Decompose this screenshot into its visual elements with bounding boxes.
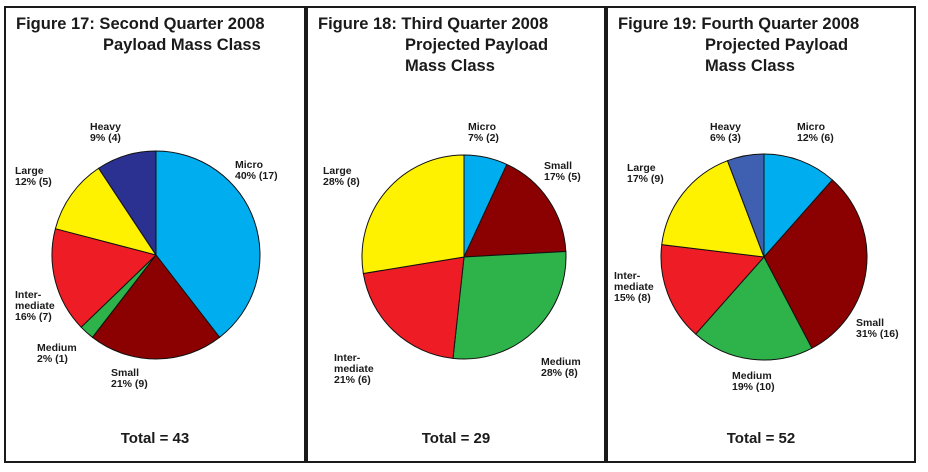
pie-slice-large xyxy=(54,167,157,256)
pie-slice-heavy xyxy=(726,153,765,258)
slice-label-line: Large xyxy=(323,165,352,177)
slice-label-line: Inter- xyxy=(15,289,42,301)
slice-label-small: Small 21% (9) xyxy=(111,367,148,390)
slice-label-line: Medium xyxy=(541,356,581,368)
slice-label-medium: Medium 28% (8) xyxy=(541,356,581,379)
figure-title-line-2: Payload Mass Class xyxy=(103,36,261,54)
pie-slice-large xyxy=(361,154,465,274)
pie-slice-large xyxy=(661,160,765,258)
pie-chart-q2: Micro 40% (17) Small 21% (9) Medium 2% (1) Int… xyxy=(15,121,278,390)
slice-label-line: Small xyxy=(111,367,139,379)
total-label: Total = 29 xyxy=(421,430,491,447)
total-label: Total = 52 xyxy=(726,430,796,447)
pie-slice-small xyxy=(463,163,567,258)
slice-label-large: Large 17% (9) xyxy=(627,162,664,185)
pie-slice-medium xyxy=(452,250,567,360)
figure-title-line-1: Figure 18: Third Quarter 2008 xyxy=(318,15,549,33)
figure-panel-q4: Figure 19: Fourth Quarter 2008 Projected… xyxy=(606,6,916,463)
slice-label-line: 28% (8) xyxy=(323,176,360,188)
figure-title: Figure 17: Second Quarter 2008 Payload M… xyxy=(16,14,265,56)
figure-title-line-1: Figure 17: Second Quarter 2008 xyxy=(16,15,265,33)
slice-label-medium: Medium 19% (10) xyxy=(732,370,775,393)
slice-label-line: Micro xyxy=(235,159,263,171)
slice-label-micro: Micro 12% (6) xyxy=(797,121,834,144)
slice-label-line: Inter- xyxy=(334,352,361,364)
slice-label-line: mediate xyxy=(15,300,55,312)
slice-label-line: Small xyxy=(544,160,572,172)
pie-slice-intermediate xyxy=(362,256,465,359)
slice-label-line: Heavy xyxy=(90,121,121,133)
slice-label-line: Large xyxy=(627,162,656,174)
slice-label-line: mediate xyxy=(614,281,654,293)
slice-label-micro: Micro 7% (2) xyxy=(468,121,499,144)
slice-label-line: Medium xyxy=(732,370,772,382)
figure-title-line-1: Figure 19: Fourth Quarter 2008 xyxy=(618,15,860,33)
slice-label-small: Small 31% (16) xyxy=(856,317,899,340)
figure-title: Figure 18: Third Quarter 2008 Projected … xyxy=(318,14,548,77)
slice-label-line: 6% (3) xyxy=(710,132,741,144)
figure-title: Figure 19: Fourth Quarter 2008 Projected… xyxy=(618,14,859,77)
slice-label-line: 15% (8) xyxy=(614,292,651,304)
slice-label-heavy: Heavy 9% (4) xyxy=(90,121,121,144)
slice-label-line: 12% (6) xyxy=(797,132,834,144)
slice-label-line: 17% (9) xyxy=(627,173,664,185)
pie-chart-q4: Micro 12% (6) Small 31% (16) Medium 19% (10) I… xyxy=(614,121,899,393)
slice-label-line: 21% (6) xyxy=(334,374,371,386)
slice-label-line: 7% (2) xyxy=(468,132,499,144)
slice-label-heavy: Heavy 6% (3) xyxy=(710,121,741,144)
slice-label-line: Inter- xyxy=(614,270,641,282)
pie-slice-medium xyxy=(695,256,813,361)
pie-slice-micro xyxy=(763,153,833,258)
slice-label-line: Medium xyxy=(37,342,77,354)
pie-chart-q3: Micro 7% (2)Small 17% (5)Medium 28% (8)Inte… xyxy=(323,121,581,386)
slice-label-line: Large xyxy=(15,165,44,177)
slice-label-large: Large 28% (8) xyxy=(323,165,360,188)
figure-title-line-3: Mass Class xyxy=(405,57,495,75)
slice-label-intermediate: Inter-mediate 16% (7) xyxy=(15,289,55,323)
slice-label-intermediate: Inter-mediate 15% (8) xyxy=(614,270,654,304)
slice-label-line: 31% (16) xyxy=(856,328,899,340)
slice-label-line: 9% (4) xyxy=(90,132,121,144)
pie-slice-heavy xyxy=(98,150,157,256)
slice-label-line: 19% (10) xyxy=(732,381,775,393)
figure-panel-q2: Figure 17: Second Quarter 2008 Payload M… xyxy=(4,6,306,463)
slice-label-line: Micro xyxy=(797,121,825,133)
pie-slice-micro xyxy=(155,150,261,338)
slice-label-line: 28% (8) xyxy=(541,367,578,379)
total-label: Total = 43 xyxy=(120,430,190,447)
slice-label-line: 16% (7) xyxy=(15,311,52,323)
slice-label-small: Small 17% (5) xyxy=(544,160,581,183)
slice-label-line: 21% (9) xyxy=(111,378,148,390)
slice-label-line: 12% (5) xyxy=(15,176,52,188)
figure-title-line-3: Mass Class xyxy=(705,57,795,75)
slice-label-line: mediate xyxy=(334,363,374,375)
pie-slice-intermediate xyxy=(51,228,157,328)
slice-label-intermediate: Inter-mediate 21% (6) xyxy=(334,352,374,386)
pie-slice-small xyxy=(91,254,221,360)
pie-slice-small xyxy=(763,179,868,349)
slice-label-micro: Micro 40% (17) xyxy=(235,159,278,182)
figure-panel-q3: Figure 18: Third Quarter 2008 Projected … xyxy=(306,6,606,463)
pie-slice-intermediate xyxy=(660,244,765,335)
slice-label-line: Heavy xyxy=(710,121,741,133)
slice-label-line: Small xyxy=(856,317,884,329)
slice-label-medium: Medium 2% (1) xyxy=(37,342,77,365)
slice-label-line: 40% (17) xyxy=(235,170,278,182)
slice-label-line: 17% (5) xyxy=(544,171,581,183)
figure-title-line-2: Projected Payload xyxy=(705,36,849,54)
slice-label-large: Large 12% (5) xyxy=(15,165,52,188)
slice-label-line: Micro xyxy=(468,121,496,133)
slice-label-line: 2% (1) xyxy=(37,353,68,365)
figure-title-line-2: Projected Payload xyxy=(405,36,549,54)
